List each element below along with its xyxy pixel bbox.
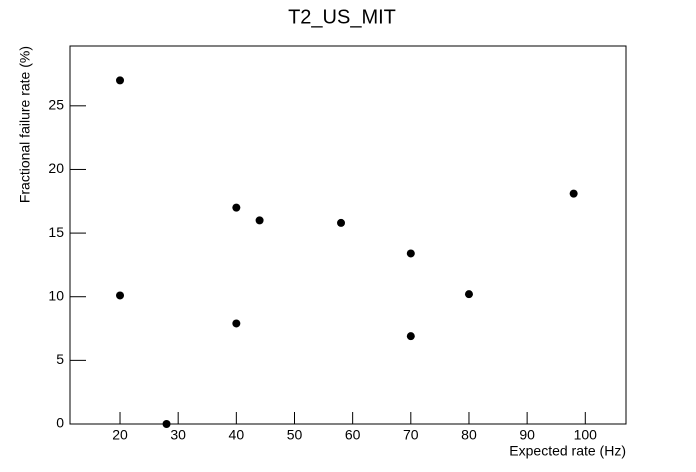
y-tick-label: 25 [48,97,64,113]
data-point [232,319,241,328]
x-tick-label: 80 [461,427,477,443]
y-tick-label: 20 [48,160,64,176]
data-point [464,290,473,299]
data-point [406,249,415,258]
data-point [337,218,346,227]
data-point [255,216,264,225]
plot-frame [69,45,627,425]
x-tick-label: 40 [229,427,245,443]
x-tick-label: 90 [519,427,535,443]
x-tick-label: 50 [287,427,303,443]
data-point [162,420,171,428]
data-point [406,332,415,341]
x-tick-label: 100 [574,427,598,443]
chart-title: T2_US_MIT [288,6,396,28]
data-point [116,76,125,85]
y-tick-label: 15 [48,224,64,240]
x-axis-label: Expected rate (Hz) [509,443,626,459]
data-point [116,291,125,300]
data-point [232,203,241,212]
x-tick-label: 30 [170,427,186,443]
x-tick-label: 70 [403,427,419,443]
y-tick-label: 5 [56,351,64,367]
x-tick-label: 20 [112,427,128,443]
y-tick-label: 0 [56,415,64,431]
y-tick-label: 10 [48,287,64,303]
x-tick-label: 60 [345,427,361,443]
data-point [569,189,578,198]
y-axis-label: Fractional failure rate (%) [17,46,33,203]
